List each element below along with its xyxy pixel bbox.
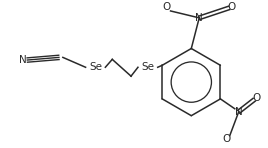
Text: O: O (162, 2, 171, 12)
Text: Se: Se (141, 62, 154, 72)
Text: O: O (252, 93, 261, 103)
Text: O: O (228, 2, 236, 12)
Text: Se: Se (89, 62, 102, 72)
Text: N: N (195, 13, 203, 23)
Text: O: O (223, 134, 231, 144)
Text: N: N (20, 55, 27, 65)
Text: N: N (235, 107, 243, 117)
